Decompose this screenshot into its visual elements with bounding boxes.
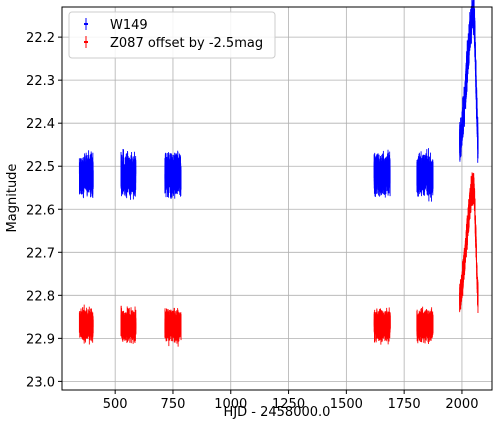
y-tick-label: 22.9 bbox=[26, 332, 55, 347]
x-tick-label: 1750 bbox=[388, 397, 421, 412]
y-tick-label: 22.3 bbox=[26, 74, 55, 89]
legend-label-w149: W149 bbox=[110, 18, 148, 33]
x-tick-label: 1500 bbox=[330, 397, 363, 412]
x-axis-ticks: 500 750 1000 1250 1500 1750 2000 bbox=[103, 390, 478, 412]
y-tick-label: 22.4 bbox=[26, 117, 55, 132]
plot-frame bbox=[61, 6, 493, 391]
legend-marker-w149 bbox=[84, 18, 88, 30]
x-tick-label: 500 bbox=[103, 397, 128, 412]
legend-label-z087: Z087 offset by -2.5mag bbox=[110, 36, 263, 51]
x-tick-label: 1250 bbox=[272, 397, 305, 412]
y-axis-ticks: 22.2 22.3 22.4 22.5 22.6 22.7 22.8 22.9 23.0 bbox=[26, 31, 62, 390]
series-w149 bbox=[78, 0, 479, 202]
y-tick-label: 22.2 bbox=[26, 31, 55, 46]
data-marks bbox=[78, 0, 479, 347]
x-tick-label: 2000 bbox=[445, 397, 478, 412]
legend-frame bbox=[68, 11, 276, 59]
x-axis-label: HJD - 2458000.0 bbox=[224, 405, 331, 420]
y-tick-label: 22.6 bbox=[26, 203, 55, 218]
y-tick-label: 22.5 bbox=[26, 160, 55, 175]
legend: W149 Z087 offset by -2.5mag bbox=[68, 11, 276, 59]
x-tick-label: 750 bbox=[161, 397, 186, 412]
y-axis-label: Magnitude bbox=[5, 164, 20, 233]
x-tick-label: 1000 bbox=[214, 397, 247, 412]
y-tick-label: 22.7 bbox=[26, 246, 55, 261]
legend-marker-z087 bbox=[84, 36, 88, 48]
y-tick-label: 22.8 bbox=[26, 289, 55, 304]
y-tick-label: 23.0 bbox=[26, 375, 55, 390]
series-z087 bbox=[78, 172, 479, 347]
